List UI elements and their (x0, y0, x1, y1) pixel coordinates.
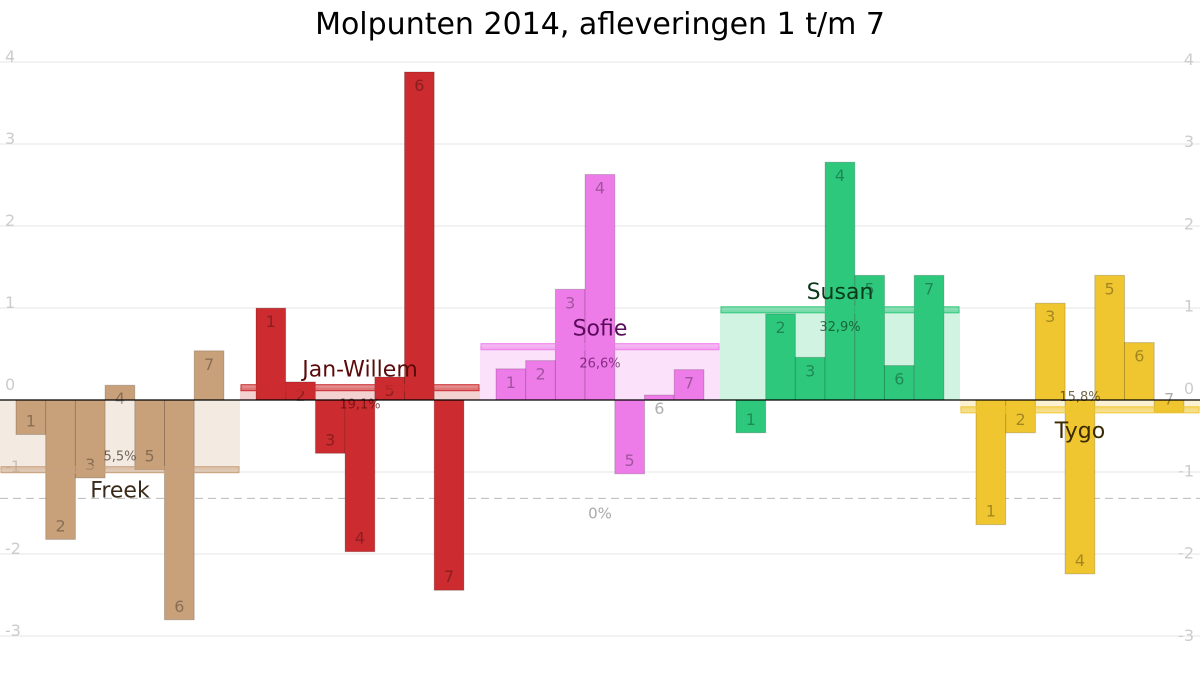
average-line (960, 406, 1200, 414)
bar-label: 7 (204, 355, 214, 374)
contestant-percentage: 15,8% (1059, 390, 1100, 405)
contestant-name: Jan-Willem (300, 358, 418, 383)
bar (854, 274, 885, 401)
contestant-percentage: 5,5% (103, 450, 136, 465)
bar-label: 1 (746, 410, 756, 429)
contestant-percentage: 19,1% (339, 398, 380, 413)
bar-label: 2 (535, 365, 545, 384)
bar-label: 5 (865, 279, 875, 298)
contestant-groups: 1234567Freek5,5%1234567Jan-Willem19,1%12… (0, 71, 1200, 621)
bar-label: 4 (115, 389, 125, 408)
bar (1005, 399, 1036, 434)
bar-label: 1 (266, 312, 276, 331)
bar (1064, 399, 1096, 575)
bar-label: 1 (986, 502, 996, 521)
average-line (720, 306, 960, 314)
bar (584, 174, 616, 401)
left-tick-label: 1 (5, 293, 15, 312)
bar (673, 369, 705, 401)
bar (735, 399, 767, 434)
bar (495, 368, 527, 401)
right-tick-label: 4 (1184, 50, 1194, 69)
right-tick-label: 2 (1184, 214, 1194, 233)
average-line (0, 466, 240, 474)
bar-label: 3 (565, 293, 575, 312)
bar-label: 3 (1045, 307, 1055, 326)
bar-label: 3 (85, 455, 95, 474)
contestant-group-freek: 1 2 3 4 5 6 7 Freek 5,5% (0, 350, 240, 621)
bar (824, 161, 856, 401)
bar-label: 3 (805, 361, 815, 380)
left-tick-label: 0 (5, 375, 15, 394)
bar-label: 5 (1105, 279, 1115, 298)
contestant-name: Freek (90, 479, 150, 504)
bar (404, 71, 435, 401)
bar (614, 399, 645, 475)
left-tick-label: 3 (5, 129, 15, 148)
bar (433, 399, 465, 591)
bar (314, 399, 346, 454)
bar-label: 5 (625, 451, 635, 470)
reference-line-label: 0% (588, 504, 612, 522)
contestant-name: Susan (807, 280, 874, 305)
right-tick-label: -1 (1178, 461, 1194, 480)
bar-label: 3 (325, 430, 335, 449)
right-tick-label: 1 (1184, 297, 1194, 316)
bar-label: 5 (145, 447, 155, 466)
chart-title: Molpunten 2014, afleveringen 1 t/m 7 (315, 7, 885, 42)
bar-label: 6 (1134, 347, 1144, 366)
bar-label: 6 (174, 597, 184, 616)
bar-label: 6 (414, 76, 424, 95)
contestant-group-tygo: 1 2 3 4 5 6 7 Tygo 15,8% (960, 274, 1200, 575)
bar-label: 4 (595, 179, 605, 198)
left-tick-label: 2 (5, 211, 15, 230)
bar-label: 2 (295, 386, 305, 405)
left-tick-label: 4 (5, 47, 15, 66)
average-line (480, 343, 720, 351)
bar (1094, 274, 1126, 401)
contestant-name: Tygo (1054, 419, 1105, 444)
contestant-group-sofie: 1 2 3 4 5 6 7 Sofie 26,6% (480, 174, 720, 475)
bar (765, 313, 796, 401)
contestant-percentage: 26,6% (579, 357, 620, 372)
bar-label: 6 (654, 399, 664, 418)
bar-label: 4 (835, 166, 845, 185)
bar (884, 365, 915, 401)
bar-label: 2 (775, 318, 785, 337)
bar-label: 7 (684, 374, 694, 393)
bar-label: 2 (1015, 410, 1025, 429)
bar-label: 2 (55, 516, 65, 535)
bar-label: 7 (1164, 389, 1174, 408)
left-tick-label: -3 (5, 621, 21, 640)
average-line (240, 384, 480, 392)
left-tick-label: -2 (5, 539, 21, 558)
bar-label: 4 (355, 529, 365, 548)
bar-label: 7 (924, 279, 934, 298)
bar (525, 360, 556, 401)
right-tick-label: 0 (1184, 379, 1194, 398)
contestant-group-susan: 1 2 3 4 5 6 7 Susan 32,9% (720, 161, 960, 434)
bar-label: 6 (894, 370, 904, 389)
contestant-name: Sofie (573, 317, 628, 342)
right-tick-label: 3 (1184, 132, 1194, 151)
bar (74, 399, 106, 479)
contestant-percentage: 32,9% (819, 320, 860, 335)
bar-label: 4 (1075, 551, 1085, 570)
right-tick-label: -3 (1178, 626, 1194, 645)
bar (164, 399, 195, 621)
bar-label: 1 (26, 411, 36, 430)
bar-label: 1 (506, 373, 516, 392)
bar-label: 7 (444, 567, 454, 586)
right-tick-label: -2 (1178, 544, 1194, 563)
